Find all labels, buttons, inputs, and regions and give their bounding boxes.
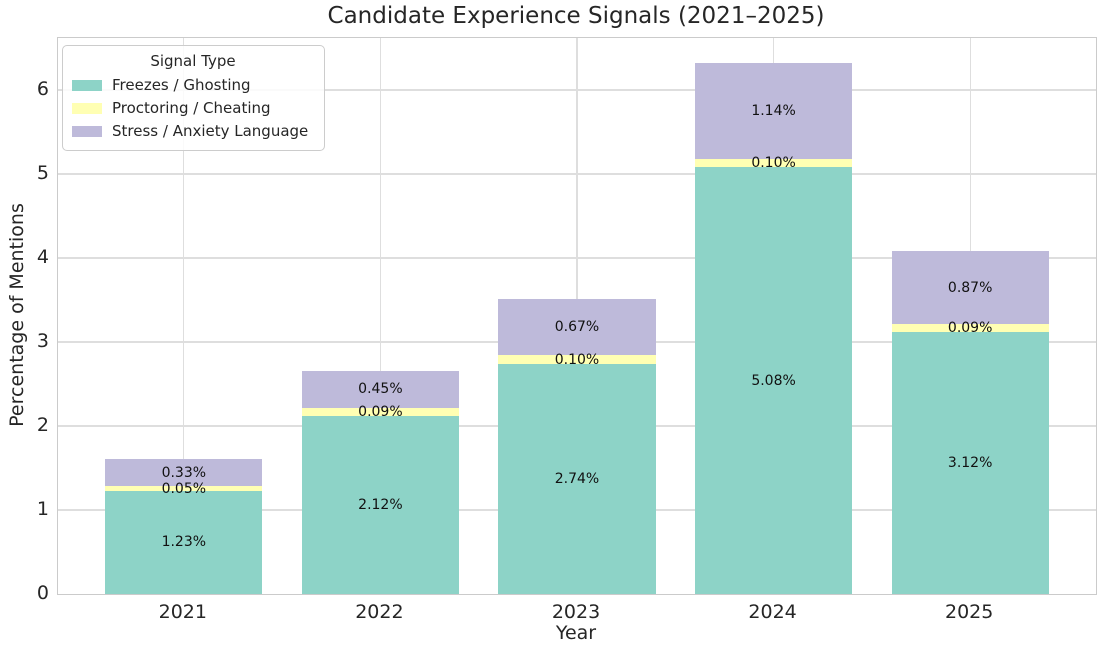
legend-label: Stress / Anxiety Language	[112, 122, 309, 140]
bar-value-label: 2.74%	[554, 470, 600, 487]
bar-segment	[105, 490, 263, 594]
bar-value-label: 2.12%	[358, 496, 403, 513]
bar-segment	[694, 167, 853, 594]
bar-segment	[105, 486, 263, 491]
x-axis-label: Year	[555, 622, 597, 644]
bar-segment	[694, 158, 853, 168]
y-axis-label: Percentage of Mentions	[6, 203, 28, 427]
y-tick-label: 3	[36, 330, 49, 353]
legend: Signal Type Freezes / Ghosting Proctorin…	[62, 45, 325, 151]
bar-segment	[301, 370, 460, 409]
legend-swatch-freezes-ghosting	[72, 80, 102, 91]
bar-segment	[498, 363, 656, 594]
legend-swatch-stress-anxiety	[72, 126, 102, 137]
bar-value-label: 1.23%	[161, 534, 207, 551]
bar-segment	[498, 299, 656, 356]
bar-value-label: 0.87%	[947, 279, 993, 296]
legend-item: Stress / Anxiety Language	[72, 120, 314, 143]
y-tick-label: 0	[36, 582, 49, 604]
gridline-vertical	[183, 38, 185, 594]
x-tick-label: 2022	[355, 601, 404, 623]
bar-value-label: 0.10%	[751, 155, 796, 172]
bar-value-label: 1.14%	[751, 103, 796, 120]
bar-value-label: 0.45%	[358, 381, 403, 398]
legend-title: Signal Type	[150, 52, 236, 70]
bar-segment	[498, 355, 656, 364]
bar-value-label: 0.67%	[554, 319, 600, 336]
gridline-vertical	[379, 38, 381, 594]
bar-segment	[301, 415, 460, 594]
bar-value-label: 0.33%	[161, 464, 207, 481]
legend-item: Freezes / Ghosting	[72, 74, 314, 97]
bar-value-label: 3.12%	[947, 454, 993, 471]
x-tick-label: 2023	[551, 601, 601, 623]
chart-title: Candidate Experience Signals (2021–2025)	[327, 3, 825, 29]
y-tick-label: 6	[36, 78, 49, 101]
legend-item: Proctoring / Cheating	[72, 97, 314, 120]
y-tick-label: 5	[36, 162, 49, 185]
bar-segment	[891, 251, 1049, 325]
legend-swatch-proctoring-cheating	[72, 103, 102, 114]
y-tick-label: 1	[36, 498, 49, 520]
y-tick-label: 4	[36, 246, 49, 269]
bar-value-label: 0.09%	[358, 404, 403, 421]
y-tick-label: 2	[36, 414, 49, 437]
bar-value-label: 0.09%	[947, 320, 993, 337]
bar-segment	[891, 331, 1049, 594]
bar-value-label: 5.08%	[751, 372, 796, 389]
x-tick-label: 2021	[158, 601, 207, 623]
bar-segment	[301, 408, 460, 416]
bar-segment	[105, 458, 263, 487]
bar-value-label: 0.05%	[161, 480, 207, 497]
bar-segment	[694, 63, 853, 159]
x-tick-label: 2024	[748, 601, 797, 623]
bar-value-label: 0.10%	[554, 351, 600, 368]
bar-segment	[891, 324, 1049, 332]
legend-label: Proctoring / Cheating	[112, 99, 271, 117]
legend-label: Freezes / Ghosting	[112, 76, 251, 94]
x-tick-label: 2025	[944, 601, 994, 623]
plot-area: 1.23% 0.05% 0.33% 2.12% 0.09% 0.45% 2.74% 0.10%…	[57, 37, 1097, 595]
